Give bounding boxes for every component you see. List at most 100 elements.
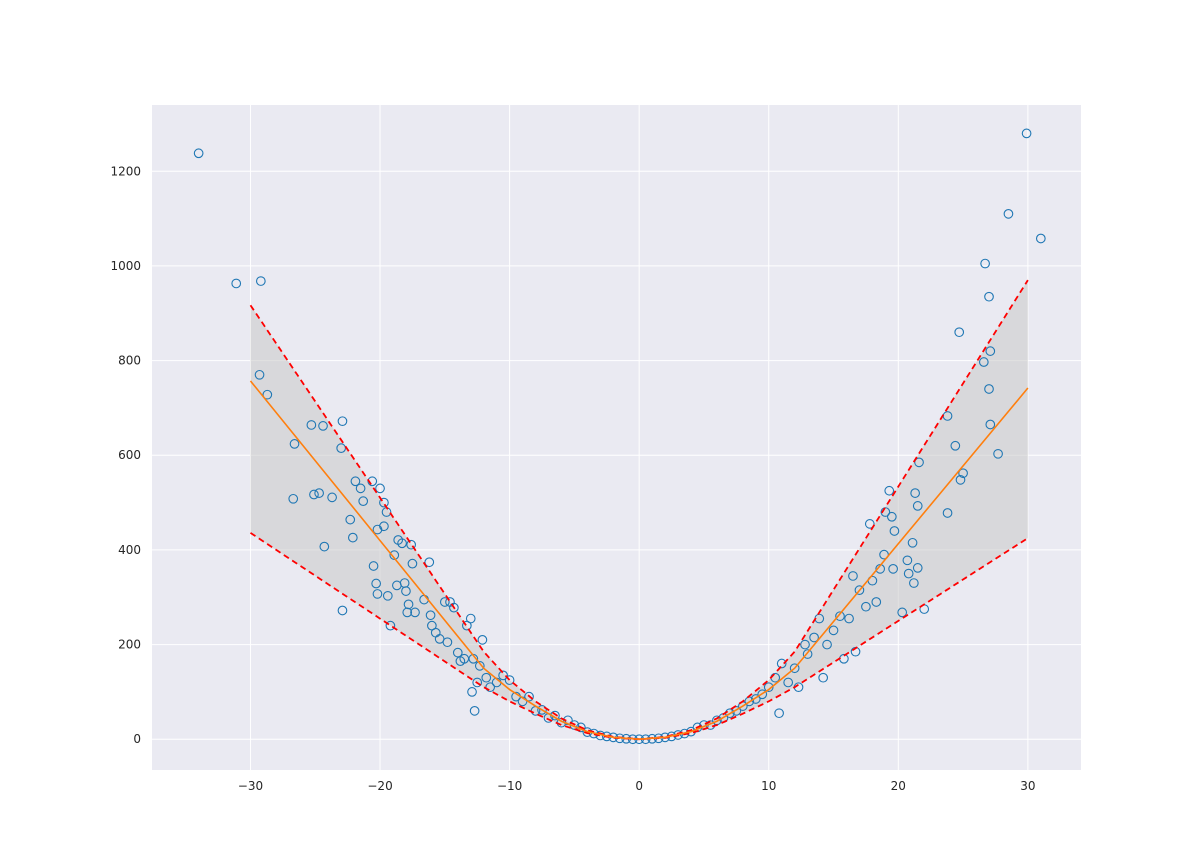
data-point: [397, 538, 407, 549]
data-point: [345, 514, 356, 525]
data-point: [864, 519, 875, 529]
data-point: [372, 589, 383, 599]
data-point: [903, 568, 914, 579]
y-tick-label: 1000: [110, 259, 141, 273]
data-point: [980, 258, 990, 269]
data-point: [425, 610, 436, 621]
data-point: [424, 557, 435, 568]
x-tick-label: −10: [497, 779, 522, 793]
data-point: [954, 327, 965, 338]
data-point: [993, 448, 1003, 459]
data-point: [854, 585, 865, 595]
fit-lines: [249, 279, 1029, 741]
data-point: [401, 586, 411, 596]
data-point: [327, 492, 337, 503]
data-point: [288, 493, 299, 504]
data-point: [477, 634, 488, 645]
data-point: [347, 532, 358, 543]
data-point: [871, 597, 882, 607]
data-point: [254, 369, 265, 380]
data-point: [379, 497, 389, 508]
data-point: [844, 613, 854, 624]
y-tick-label: 0: [133, 732, 141, 746]
data-point: [1021, 128, 1032, 139]
x-tick-label: 30: [1020, 779, 1035, 793]
data-point: [467, 687, 477, 697]
data-point: [802, 649, 813, 659]
data-point: [442, 637, 453, 648]
y-axis-ticks: 0 200 400 600 800 1000 1200: [110, 164, 141, 746]
data-point: [350, 476, 361, 487]
x-tick-label: 20: [891, 779, 906, 793]
data-point: [375, 483, 385, 494]
data-point: [439, 597, 450, 607]
data-point: [402, 607, 413, 618]
data-point: [835, 611, 845, 622]
data-point: [1035, 233, 1046, 244]
data-point: [912, 563, 923, 573]
data-point: [955, 475, 966, 485]
data-point: [861, 601, 871, 612]
data-point: [336, 443, 347, 454]
data-point: [465, 613, 476, 624]
data-point: [909, 578, 919, 588]
data-point: [942, 508, 953, 518]
y-tick-label: 800: [118, 354, 141, 368]
data-point: [902, 555, 913, 566]
data-point: [319, 541, 330, 552]
data-point: [255, 276, 266, 286]
data-point: [355, 483, 366, 494]
data-point: [822, 639, 832, 650]
data-point: [389, 550, 400, 560]
data-point: [910, 488, 921, 498]
data-point: [789, 663, 800, 674]
data-point: [818, 672, 829, 683]
data-point: [763, 682, 774, 693]
data-point: [406, 539, 416, 550]
data-point: [472, 677, 483, 688]
y-tick-label: 1200: [110, 164, 141, 178]
data-point: [231, 278, 242, 289]
data-point: [828, 625, 839, 636]
data-point: [498, 670, 508, 681]
data-point: [1003, 209, 1014, 219]
x-tick-label: −20: [367, 779, 392, 793]
data-point: [888, 563, 898, 574]
data-point: [474, 661, 485, 671]
x-tick-label: −30: [238, 779, 263, 793]
data-point: [978, 357, 989, 367]
data-point: [385, 620, 396, 631]
data-point: [410, 607, 420, 618]
data-point: [958, 468, 968, 479]
data-point: [289, 439, 300, 449]
x-tick-label: 10: [761, 779, 776, 793]
data-point: [889, 526, 900, 536]
fit-line: [249, 380, 1029, 741]
x-axis-ticks: −30 −20 −10 0 10 20 30: [238, 779, 1036, 793]
data-point: [783, 677, 794, 688]
data-point: [848, 571, 858, 581]
data-point: [306, 420, 317, 430]
data-point: [897, 607, 908, 618]
data-point: [886, 511, 897, 522]
data-point: [985, 419, 996, 430]
data-point: [337, 416, 348, 427]
data-point: [371, 578, 382, 589]
data-point: [318, 421, 328, 431]
data-point: [407, 558, 418, 569]
data-point: [309, 489, 319, 500]
data-point: [884, 485, 895, 496]
x-tick-label: 0: [635, 779, 643, 793]
data-point: [485, 682, 496, 693]
data-point: [984, 291, 994, 302]
data-point: [950, 440, 961, 451]
data-point: [358, 496, 369, 507]
data-point: [524, 691, 534, 702]
y-tick-label: 200: [118, 638, 141, 652]
data-point: [193, 148, 204, 159]
data-point: [880, 507, 891, 517]
data-point: [449, 602, 459, 613]
data-point: [481, 672, 492, 683]
data-point: [907, 537, 918, 548]
